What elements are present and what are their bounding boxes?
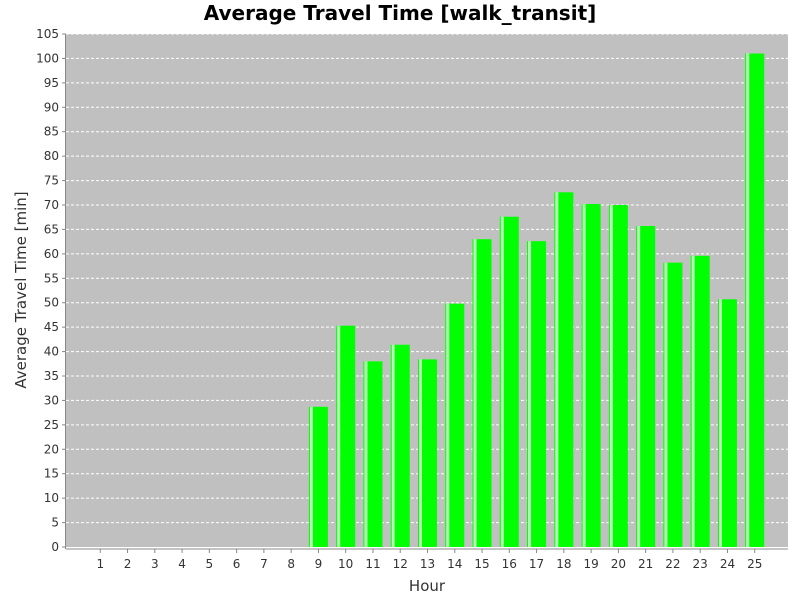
bar [690, 255, 710, 547]
x-tick-label: 25 [747, 557, 762, 571]
x-tick-label: 1 [96, 557, 104, 571]
bar [390, 344, 410, 547]
bar [363, 361, 383, 547]
x-tick-label: 17 [529, 557, 544, 571]
y-tick-label: 15 [44, 467, 59, 481]
x-tick-label: 12 [393, 557, 408, 571]
y-tick-labels: 0 5 10 15 20 25 30 35 40 45 50 55 60 65 70 75 80 85 90 95 10… [36, 27, 59, 554]
y-tick-label: 85 [44, 125, 59, 139]
y-tick-label: 40 [44, 345, 59, 359]
x-tick-label: 6 [233, 557, 241, 571]
bar-highlight [746, 53, 750, 548]
x-tick-label: 8 [287, 557, 295, 571]
bar-highlight [609, 205, 613, 547]
x-tick-label: 9 [315, 557, 323, 571]
bar-highlight [419, 359, 422, 547]
bar [554, 192, 574, 547]
bar [581, 204, 601, 547]
bar [717, 299, 737, 547]
x-tick-label: 19 [583, 557, 598, 571]
x-tick-labels: 1 2 3 4 5 6 7 8 9 10 11 12 13 14 15 16 17 18 19 20 21 22 23 24 2… [96, 557, 762, 571]
x-tick-label: 7 [260, 557, 268, 571]
y-tick-label: 65 [44, 222, 59, 236]
y-tick-label: 5 [51, 516, 59, 530]
y-tick-label: 50 [44, 296, 59, 310]
y-tick-label: 80 [44, 149, 59, 163]
bar-highlight [446, 303, 450, 547]
y-tick-label: 75 [44, 174, 59, 188]
bar-highlight [528, 241, 532, 547]
bar-highlight [582, 204, 586, 547]
x-tick-label: 16 [502, 557, 517, 571]
x-tick-label: 24 [720, 557, 735, 571]
bar [499, 216, 519, 547]
y-tick-label: 105 [36, 27, 59, 41]
y-tick-label: 20 [44, 442, 59, 456]
bar-highlight [473, 239, 477, 547]
x-tick-label: 23 [693, 557, 708, 571]
y-axis-label: Average Travel Time [min] [12, 191, 30, 388]
x-tick-label: 21 [638, 557, 653, 571]
y-tick-label: 25 [44, 418, 59, 432]
y-tick-label: 30 [44, 393, 59, 407]
bar [418, 359, 437, 547]
x-tick-label: 20 [611, 557, 626, 571]
x-tick-label: 11 [365, 557, 380, 571]
bar-highlight [337, 325, 341, 547]
bar [336, 325, 356, 547]
bars [308, 53, 765, 548]
axes [62, 33, 788, 553]
x-tick-label: 22 [665, 557, 680, 571]
y-tick-label: 35 [44, 369, 59, 383]
y-tick-label: 45 [44, 320, 59, 334]
x-axis-label: Hour [409, 577, 446, 595]
x-tick-label: 18 [556, 557, 571, 571]
bar [472, 239, 492, 547]
bar-highlight [364, 361, 368, 547]
x-tick-label: 10 [338, 557, 353, 571]
bar-highlight [391, 344, 395, 547]
chart-title: Average Travel Time [walk_transit] [204, 1, 597, 25]
bar-highlight [309, 406, 313, 547]
y-tick-label: 95 [44, 76, 59, 90]
y-tick-label: 60 [44, 247, 59, 261]
y-tick-label: 70 [44, 198, 59, 212]
x-tick-label: 14 [447, 557, 462, 571]
bar-highlight [637, 226, 641, 547]
bar-highlight [691, 255, 695, 547]
bar [636, 226, 656, 547]
bar [745, 53, 765, 548]
x-tick-label: 3 [151, 557, 159, 571]
x-tick-label: 15 [474, 557, 489, 571]
bar-highlight [664, 262, 668, 547]
bar-highlight [555, 192, 559, 547]
y-tick-label: 55 [44, 271, 59, 285]
bar [608, 205, 628, 547]
bar [445, 303, 465, 547]
y-tick-label: 0 [51, 540, 59, 554]
x-tick-label: 4 [178, 557, 186, 571]
y-tick-label: 10 [44, 491, 59, 505]
bar [527, 241, 547, 547]
bar [663, 262, 683, 547]
y-tick-label: 100 [36, 51, 59, 65]
bar-highlight [500, 216, 504, 547]
y-tick-label: 90 [44, 100, 59, 114]
x-tick-label: 13 [420, 557, 435, 571]
x-tick-label: 5 [206, 557, 214, 571]
x-tick-label: 2 [124, 557, 132, 571]
bar [308, 406, 328, 547]
bar-highlight [718, 299, 722, 547]
